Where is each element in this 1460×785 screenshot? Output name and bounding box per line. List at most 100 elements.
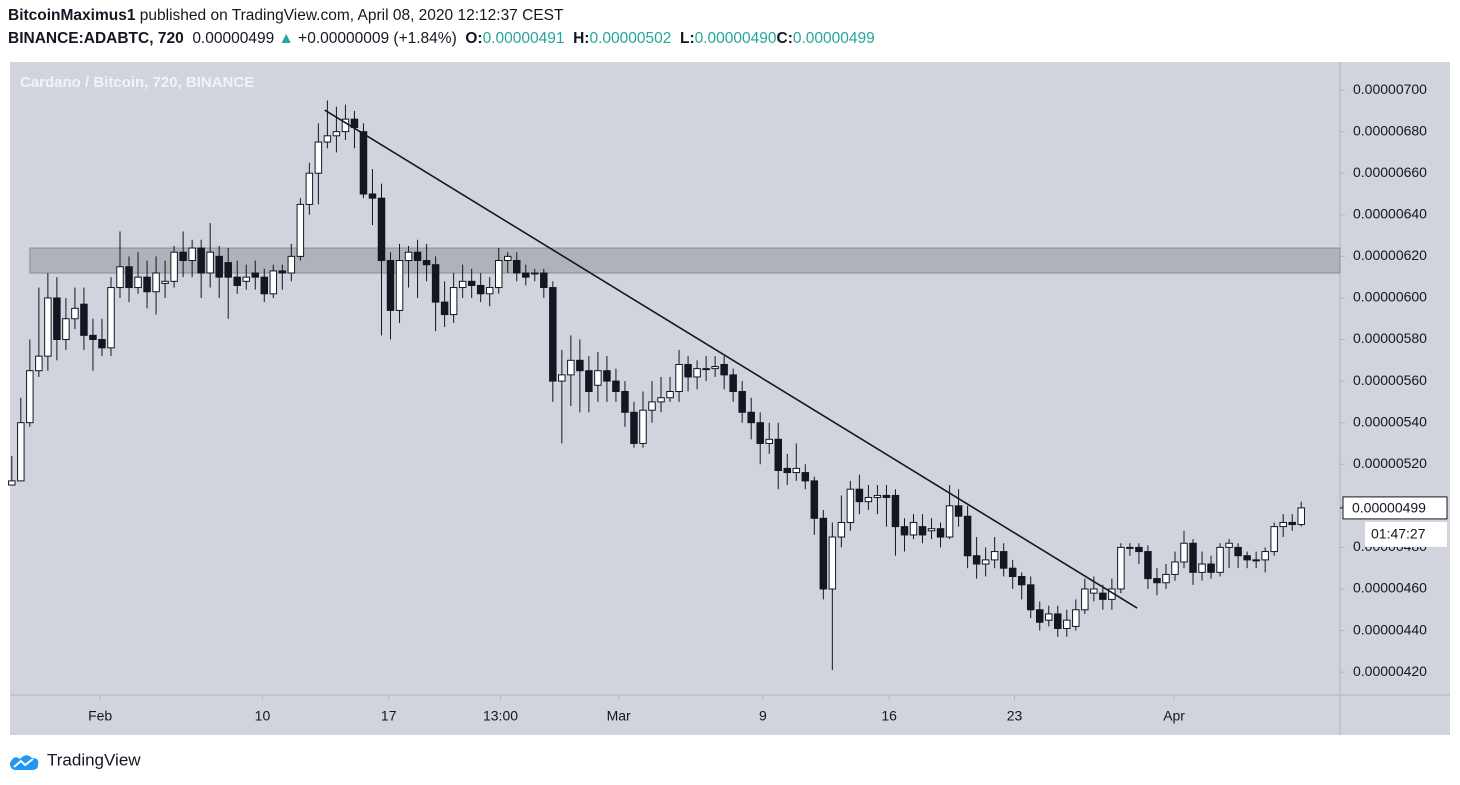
candle-body — [1117, 546, 1125, 590]
candle-body — [1243, 555, 1251, 561]
candle-body — [242, 276, 250, 282]
y-tick-label: 0.00000580 — [1353, 330, 1427, 346]
candle-body — [1279, 521, 1287, 528]
candle-body — [945, 505, 954, 538]
y-tick-label: 0.00000700 — [1353, 81, 1427, 97]
arrow: ▲ — [278, 30, 294, 47]
candle-body — [873, 494, 882, 499]
y-tick-label: 0.00000600 — [1353, 289, 1427, 305]
last-price-box — [1342, 496, 1448, 520]
x-tick-label: 13:00 — [483, 708, 518, 724]
candle-body — [891, 494, 900, 528]
candle-body — [657, 397, 665, 403]
logo[interactable] — [10, 755, 39, 770]
candle-body — [458, 280, 467, 289]
brand[interactable]: TradingView — [47, 750, 141, 769]
candle-body — [1017, 576, 1026, 586]
candle-body — [693, 368, 701, 378]
candle-body — [26, 370, 34, 424]
y-tick-label: 0.00000440 — [1353, 621, 1427, 637]
candle-body — [720, 363, 728, 376]
candle-body — [549, 287, 557, 382]
candle-body — [296, 203, 305, 257]
candle-body — [936, 528, 945, 538]
candle-body — [1035, 609, 1044, 623]
candle-body — [1008, 567, 1017, 578]
candle-body — [954, 505, 963, 517]
candle-body — [503, 255, 512, 262]
candle-body — [702, 368, 710, 371]
candle-body — [1135, 546, 1143, 553]
candle-body — [233, 276, 241, 286]
candle-body — [783, 467, 792, 474]
candle-body — [485, 287, 494, 295]
candle-body — [179, 251, 187, 262]
candle-body — [603, 370, 611, 382]
candle-body — [918, 526, 927, 536]
x-tick-label: 17 — [381, 708, 397, 724]
h-label: H: — [573, 30, 590, 47]
candle-body — [476, 284, 485, 295]
candle-body — [648, 401, 656, 411]
candle-body — [621, 390, 629, 413]
candle-body — [1297, 507, 1305, 526]
candle-body — [882, 494, 891, 499]
y-tick-label: 0.00000660 — [1353, 164, 1427, 180]
candle-body — [990, 551, 999, 561]
l: 0.00000490 — [694, 30, 777, 47]
candle-body — [368, 193, 377, 199]
candle-body — [1180, 542, 1188, 563]
candle-body — [431, 264, 440, 303]
candle-body — [927, 528, 936, 532]
y-tick-label: 0.00000640 — [1353, 205, 1427, 221]
y-tick-label: 0.00000520 — [1353, 455, 1427, 471]
y-tick-label: 0.00000620 — [1353, 247, 1427, 263]
candle-body — [792, 467, 801, 474]
candle-body — [8, 480, 16, 486]
candle-body — [1153, 578, 1161, 584]
h: 0.00000502 — [589, 30, 672, 47]
candle-body — [170, 251, 178, 282]
candle-body — [711, 366, 719, 370]
candle-body — [576, 359, 584, 372]
candle-body — [251, 272, 260, 278]
candle-body — [377, 197, 386, 262]
candle-body — [44, 297, 52, 357]
countdown-box — [1365, 521, 1447, 547]
candle-body — [846, 488, 855, 523]
candle-body — [260, 276, 269, 295]
candle-body — [774, 438, 782, 471]
y-tick-label: 0.00000680 — [1353, 122, 1427, 138]
candle-body — [1090, 588, 1098, 594]
y-tick-label: 0.00000540 — [1353, 413, 1427, 429]
candle-body — [999, 551, 1008, 569]
candle-body — [386, 260, 395, 311]
candle-body — [972, 555, 981, 565]
o-label: O: — [465, 30, 483, 47]
candle-body — [215, 255, 223, 278]
candle-body — [35, 355, 43, 372]
x-tick-label: Apr — [1163, 708, 1185, 724]
candle-body — [359, 131, 368, 195]
candle-body — [206, 251, 214, 274]
candle-body — [1045, 613, 1053, 621]
candle-body — [828, 536, 837, 590]
candle-body — [1081, 588, 1089, 611]
candle-body — [305, 172, 314, 205]
candle-body — [747, 411, 755, 424]
candle-body — [594, 370, 602, 386]
candle-body — [152, 272, 160, 293]
candle-body — [107, 287, 115, 349]
header-line-2: BINANCE:ADABTC, 720 0.00000499 ▲ +0.0000… — [8, 30, 875, 48]
y-tick-label: 0.00000460 — [1353, 580, 1427, 596]
candle-body — [116, 266, 124, 289]
x-tick-label: 10 — [255, 708, 271, 724]
candle-body — [269, 270, 278, 295]
author[interactable]: BitcoinMaximus1 — [8, 7, 136, 24]
candle-body — [1126, 546, 1134, 549]
candle-body — [440, 301, 449, 316]
candle-body — [540, 272, 548, 289]
candle-body — [332, 131, 341, 137]
candle-body — [738, 390, 746, 413]
